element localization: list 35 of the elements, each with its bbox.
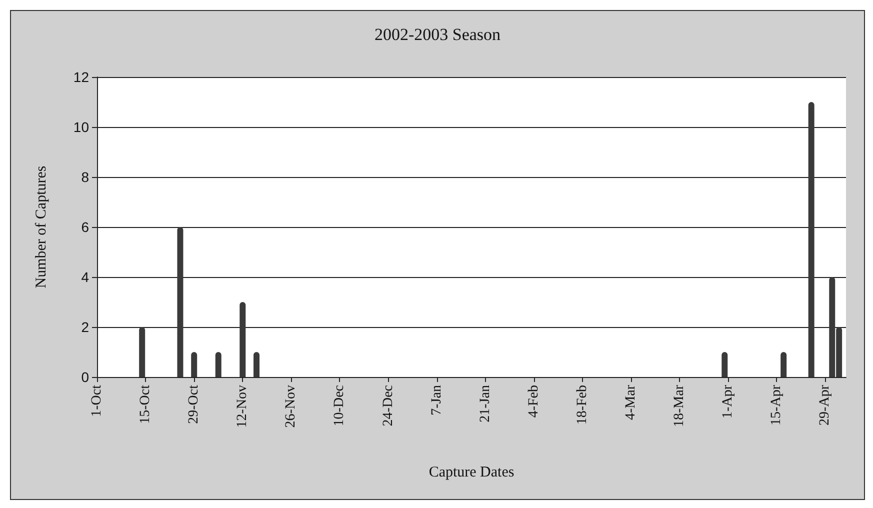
x-tick-label: 10-Dec (332, 385, 348, 426)
x-tick-label: 4-Mar (624, 384, 639, 420)
x-tick-label: 1-Oct (90, 384, 104, 417)
x-tick-label: 4-Feb (526, 385, 542, 418)
bar (191, 352, 198, 377)
x-tick-label: 24-Dec (380, 385, 396, 426)
x-tick-label: 26-Nov (284, 385, 299, 428)
x-tick-label: 7-Jan (429, 385, 444, 416)
y-tick-label: 8 (81, 169, 90, 185)
y-tick-label: 10 (73, 119, 90, 135)
x-tick-label: 15-Apr (769, 384, 784, 426)
bar (215, 352, 222, 377)
bar (177, 227, 184, 377)
x-tick-label: 21-Jan (478, 385, 493, 422)
x-tick-label: 1-Apr (720, 384, 736, 418)
x-tick-label: 12-Nov (235, 385, 250, 428)
y-tick-label: 2 (81, 319, 90, 335)
y-tick-label: 6 (81, 219, 90, 235)
bar (254, 352, 260, 377)
x-tick-label: 15-Oct (138, 384, 154, 424)
bar (722, 352, 728, 377)
x-tick-label: 18-Feb (574, 385, 590, 425)
y-tick-label: 4 (81, 269, 90, 285)
bar (240, 302, 246, 377)
x-axis-title: Capture Dates (428, 464, 514, 480)
bar (808, 102, 814, 377)
bar (780, 352, 787, 377)
x-tick-label: 29-Oct (186, 384, 202, 424)
y-axis-title: Number of Captures (34, 166, 50, 288)
bar (139, 327, 146, 377)
y-tick-label: 0 (81, 369, 90, 385)
chart-title: 2002-2003 Season (374, 25, 502, 44)
x-tick-label: 29-Apr (818, 384, 833, 426)
x-tick-label: 18-Mar (672, 384, 688, 427)
y-tick-label: 12 (73, 69, 90, 85)
